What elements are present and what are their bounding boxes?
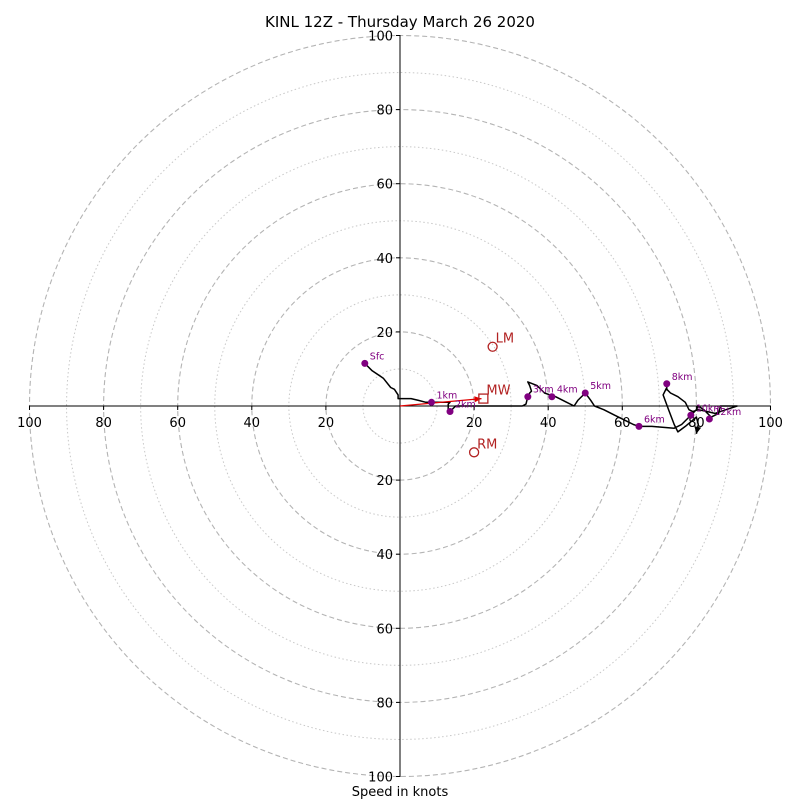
y-tick-label: 60 (376, 178, 393, 193)
height-label-Sfc: Sfc (370, 351, 385, 362)
height-marker-2km (446, 408, 454, 416)
storm-label-MW: MW (486, 384, 510, 399)
x-tick-label: 40 (244, 416, 261, 431)
y-tick-label: 100 (368, 771, 393, 786)
storm-marker-RM (468, 447, 480, 458)
storm-label-LM: LM (496, 332, 514, 347)
y-tick-label: 20 (376, 474, 393, 489)
storm-motion-markers: LM MW RM (468, 332, 514, 458)
shear-vector-arrowhead (474, 396, 482, 403)
storm-marker-MW (478, 393, 489, 404)
y-tick-label: 40 (376, 548, 393, 563)
height-label-4km: 4km (557, 385, 578, 396)
y-tick-label: 60 (376, 622, 393, 637)
x-tick-label: 40 (540, 416, 557, 431)
storm-marker-LM (487, 341, 498, 352)
trace-end-arrow (694, 426, 702, 434)
height-marker-10km (687, 411, 695, 419)
shear-vector-line (399, 397, 482, 407)
height-marker-4km (548, 393, 556, 401)
x-tick-label: 80 (95, 416, 112, 431)
x-tick-label: 20 (466, 416, 483, 431)
height-marker-Sfc (361, 359, 369, 367)
height-label-5km: 5km (590, 381, 611, 392)
y-tick-label: 80 (376, 104, 393, 119)
x-tick-label: 60 (169, 416, 186, 431)
shear-vector-group (399, 396, 482, 407)
height-label-6km: 6km (644, 414, 665, 425)
height-marker-3km (524, 393, 532, 401)
x-tick-label: 100 (758, 416, 783, 431)
x-axis-label: Speed in knots (352, 785, 449, 800)
y-tick-label: 100 (368, 30, 393, 45)
height-marker-5km (581, 389, 589, 397)
height-marker-6km (635, 422, 643, 430)
height-label-10km: 10km (696, 403, 723, 414)
y-tick-label: 40 (376, 252, 393, 267)
x-tick-label: 100 (17, 416, 42, 431)
height-label-12km: 12km (714, 407, 741, 418)
height-label-1km: 1km (436, 390, 457, 401)
x-tick-label: 20 (318, 416, 335, 431)
y-tick-label: 20 (376, 326, 393, 341)
height-marker-8km (663, 380, 671, 388)
height-marker-1km (427, 398, 435, 406)
height-label-8km: 8km (672, 372, 693, 383)
storm-label-RM: RM (477, 437, 497, 452)
height-marker-12km (705, 415, 713, 423)
height-label-3km: 3km (533, 385, 554, 396)
chart-title: KINL 12Z - Thursday March 26 2020 (265, 13, 535, 31)
y-tick-label: 80 (376, 696, 393, 711)
height-label-2km: 2km (455, 400, 476, 411)
x-tick-label: 60 (614, 416, 631, 431)
